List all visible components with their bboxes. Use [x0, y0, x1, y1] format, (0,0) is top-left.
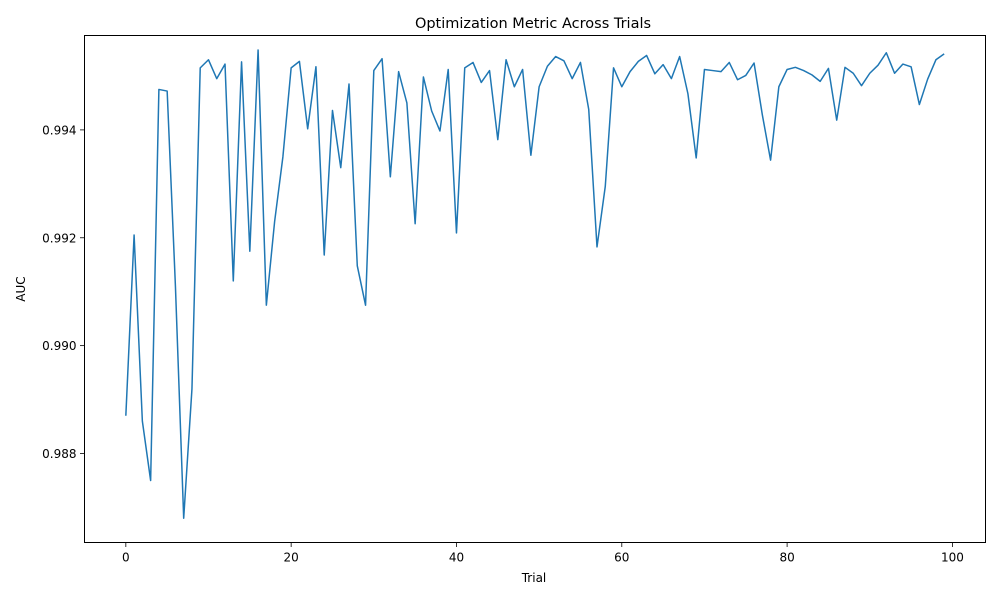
x-axis: 0 20 40 60 80 100 [122, 542, 964, 565]
x-tick-label: 60 [614, 551, 629, 565]
x-tick-label: 40 [449, 551, 464, 565]
y-tick-label: 0.988 [42, 447, 76, 461]
chart-title: Optimization Metric Across Trials [415, 16, 651, 32]
y-tick-label: 0.994 [42, 123, 76, 137]
x-tick-label: 20 [284, 551, 299, 565]
plot-frame [84, 35, 986, 543]
y-axis: 0.988 0.990 0.992 0.994 [42, 123, 85, 461]
x-axis-title: Trial [521, 571, 547, 585]
y-tick-label: 0.990 [42, 339, 76, 353]
plot-area [84, 35, 986, 543]
y-axis-title: AUC [14, 276, 28, 301]
y-tick-label: 0.992 [42, 231, 76, 245]
x-tick-label: 0 [122, 551, 130, 565]
series-layer [125, 49, 945, 519]
x-tick-label: 100 [941, 551, 964, 565]
series-line-0 [125, 49, 945, 519]
x-tick-label: 80 [779, 551, 794, 565]
